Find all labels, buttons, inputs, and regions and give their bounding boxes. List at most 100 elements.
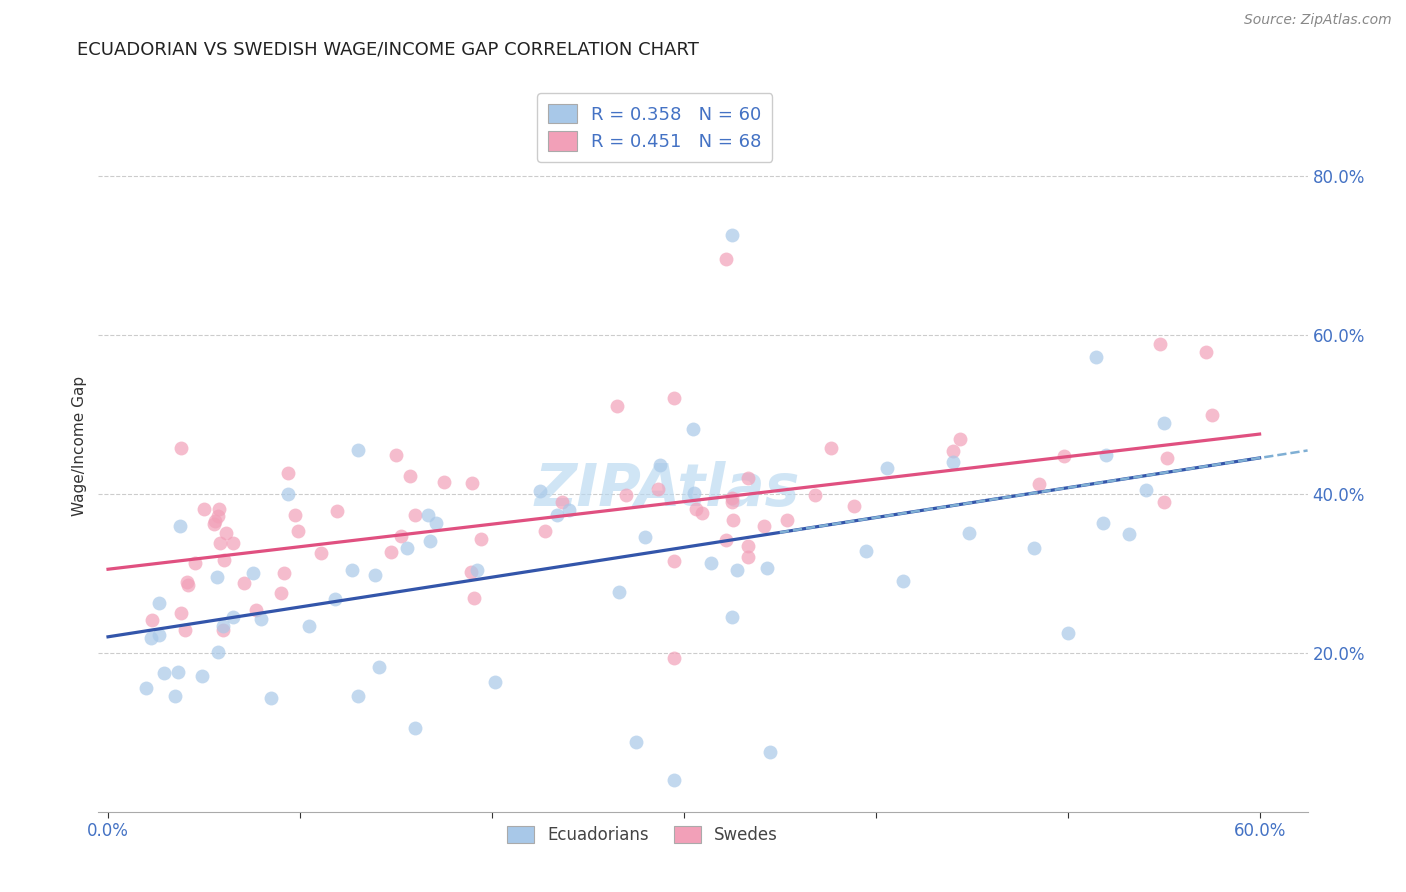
Point [648,458,671,473]
Point [842,499,865,513]
Point [165,690,187,704]
Point [191,669,214,683]
Point [141,613,163,627]
Point [942,443,965,458]
Point [404,508,426,522]
Point [957,526,980,541]
Point [212,624,235,638]
Point [287,524,309,538]
Point [396,541,419,555]
Point [204,514,226,528]
Point [1053,449,1076,463]
Point [367,660,389,674]
Point [720,228,742,243]
Point [470,532,492,546]
Point [340,563,363,577]
Point [803,488,825,502]
Text: Source: ZipAtlas.com: Source: ZipAtlas.com [1244,13,1392,28]
Point [1149,337,1171,351]
Point [202,516,225,531]
Point [460,566,482,580]
Point [664,554,686,568]
Point [546,508,568,522]
Point [1092,516,1115,531]
Point [1156,451,1178,466]
Point [607,585,630,599]
Point [209,536,232,550]
Point [363,568,385,582]
Point [614,488,637,502]
Point [700,556,723,570]
Point [193,502,215,516]
Point [242,566,264,580]
Point [284,508,307,522]
Point [208,501,231,516]
Point [215,525,238,540]
Point [232,576,254,591]
Point [148,628,170,642]
Point [725,563,748,577]
Point [891,574,914,588]
Point [1095,448,1118,462]
Point [1201,409,1223,423]
Point [346,442,368,457]
Point [720,495,742,509]
Point [176,575,198,590]
Point [169,518,191,533]
Point [173,624,195,638]
Point [737,471,759,485]
Point [1085,350,1108,364]
Point [277,486,299,500]
Point [461,475,484,490]
Point [557,502,579,516]
Point [876,461,898,475]
Legend: Ecuadorians, Swedes: Ecuadorians, Swedes [501,820,785,851]
Point [664,772,686,787]
Point [1118,527,1140,541]
Point [212,553,235,567]
Point [551,495,574,509]
Text: ZIPAtlas: ZIPAtlas [534,461,800,518]
Point [211,619,233,633]
Point [720,609,742,624]
Point [276,466,298,480]
Point [148,597,170,611]
Point [634,530,657,544]
Point [624,735,647,749]
Point [721,513,744,527]
Point [484,675,506,690]
Point [1153,495,1175,509]
Point [683,486,706,500]
Point [389,529,412,543]
Point [398,468,420,483]
Point [177,578,200,592]
Point [1153,417,1175,431]
Point [529,483,551,498]
Point [714,252,737,267]
Point [222,536,245,550]
Point [752,519,775,533]
Point [1024,541,1046,555]
Point [309,546,332,560]
Point [533,524,555,538]
Point [270,586,292,600]
Point [941,454,963,468]
Point [949,432,972,446]
Point [606,399,628,413]
Y-axis label: Wage/Income Gap: Wage/Income Gap [72,376,87,516]
Point [404,721,426,735]
Point [756,561,779,575]
Point [135,681,157,696]
Point [245,603,267,617]
Point [855,544,877,558]
Point [775,513,797,527]
Point [690,506,713,520]
Point [260,690,283,705]
Point [326,504,349,518]
Point [273,566,295,580]
Point [685,501,707,516]
Text: ECUADORIAN VS SWEDISH WAGE/INCOME GAP CORRELATION CHART: ECUADORIAN VS SWEDISH WAGE/INCOME GAP CO… [77,40,699,58]
Point [170,606,193,620]
Point [820,441,842,455]
Point [170,441,193,455]
